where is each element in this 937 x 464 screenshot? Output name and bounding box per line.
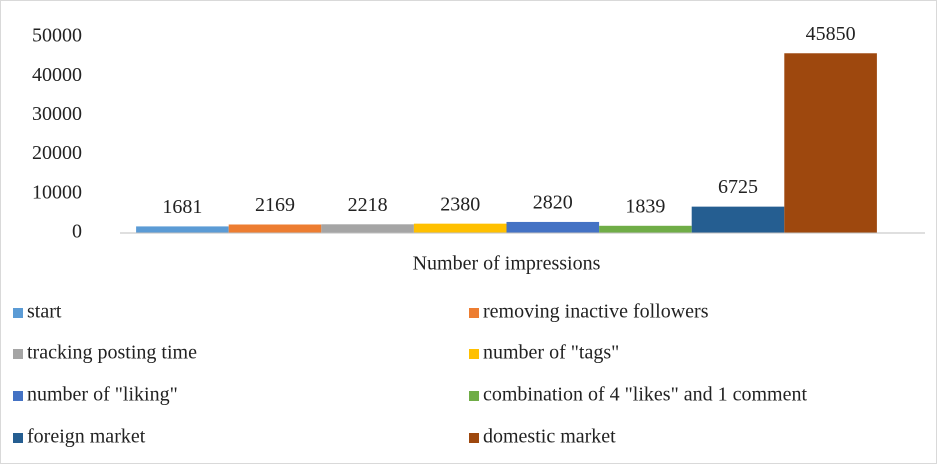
legend-label: tracking posting time	[27, 342, 197, 364]
data-label: 2820	[533, 192, 573, 214]
y-tick-label: 0	[72, 221, 82, 243]
legend-label: start	[27, 301, 62, 323]
bar	[321, 224, 414, 233]
data-label: 1839	[625, 195, 665, 217]
y-tick-label: 50000	[32, 25, 82, 47]
data-label: 2380	[440, 193, 480, 215]
data-label: 6725	[718, 176, 758, 198]
legend-swatch	[469, 349, 479, 359]
legend-label: removing inactive followers	[483, 301, 709, 323]
bar	[413, 223, 507, 233]
y-tick-label: 20000	[32, 142, 82, 164]
data-label: 2169	[255, 194, 295, 216]
legend-swatch	[13, 308, 23, 318]
legend-label: combination of 4 "likes" and 1 comment	[483, 384, 807, 406]
legend-swatch	[13, 433, 23, 443]
bar	[228, 224, 322, 233]
bar	[136, 226, 229, 233]
y-tick-label: 40000	[32, 64, 82, 86]
legend-label: number of "liking"	[27, 384, 178, 406]
legend-swatch	[13, 349, 23, 359]
y-tick-label: 10000	[32, 181, 82, 203]
data-label: 1681	[162, 196, 202, 218]
legend-swatch	[469, 433, 479, 443]
legend-swatch	[13, 391, 23, 401]
data-label: 2218	[348, 194, 388, 216]
legend-label: foreign market	[27, 426, 146, 448]
bar	[599, 225, 692, 233]
y-tick-label: 30000	[32, 103, 82, 125]
legend-swatch	[469, 391, 479, 401]
legend-label: number of "tags"	[483, 342, 619, 364]
legend-swatch	[469, 308, 479, 318]
bar	[506, 221, 600, 233]
data-label: 45850	[806, 23, 856, 45]
x-tick-label: Number of impressions	[413, 253, 601, 275]
bar	[784, 53, 877, 233]
legend-label: domestic market	[483, 426, 616, 448]
bar	[691, 206, 785, 233]
